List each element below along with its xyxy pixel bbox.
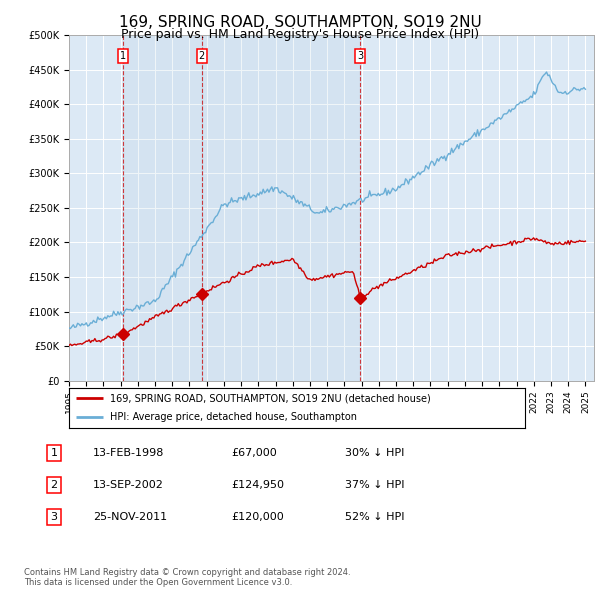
Text: £67,000: £67,000 <box>231 448 277 458</box>
Text: 52% ↓ HPI: 52% ↓ HPI <box>345 512 404 522</box>
Text: 169, SPRING ROAD, SOUTHAMPTON, SO19 2NU (detached house): 169, SPRING ROAD, SOUTHAMPTON, SO19 2NU … <box>110 394 431 404</box>
Text: £120,000: £120,000 <box>231 512 284 522</box>
Text: 1: 1 <box>119 51 126 61</box>
Text: 37% ↓ HPI: 37% ↓ HPI <box>345 480 404 490</box>
Text: 13-FEB-1998: 13-FEB-1998 <box>93 448 164 458</box>
Text: Price paid vs. HM Land Registry's House Price Index (HPI): Price paid vs. HM Land Registry's House … <box>121 28 479 41</box>
Text: HPI: Average price, detached house, Southampton: HPI: Average price, detached house, Sout… <box>110 412 357 422</box>
Bar <box>202 35 360 381</box>
Text: Contains HM Land Registry data © Crown copyright and database right 2024.
This d: Contains HM Land Registry data © Crown c… <box>24 568 350 587</box>
Text: 2: 2 <box>50 480 58 490</box>
Text: £124,950: £124,950 <box>231 480 284 490</box>
Text: 13-SEP-2002: 13-SEP-2002 <box>93 480 164 490</box>
Text: 3: 3 <box>357 51 363 61</box>
Text: 1: 1 <box>50 448 58 458</box>
Text: 30% ↓ HPI: 30% ↓ HPI <box>345 448 404 458</box>
Text: 169, SPRING ROAD, SOUTHAMPTON, SO19 2NU: 169, SPRING ROAD, SOUTHAMPTON, SO19 2NU <box>119 15 481 30</box>
Text: 2: 2 <box>199 51 205 61</box>
Text: 3: 3 <box>50 512 58 522</box>
Text: 25-NOV-2011: 25-NOV-2011 <box>93 512 167 522</box>
Bar <box>123 35 202 381</box>
